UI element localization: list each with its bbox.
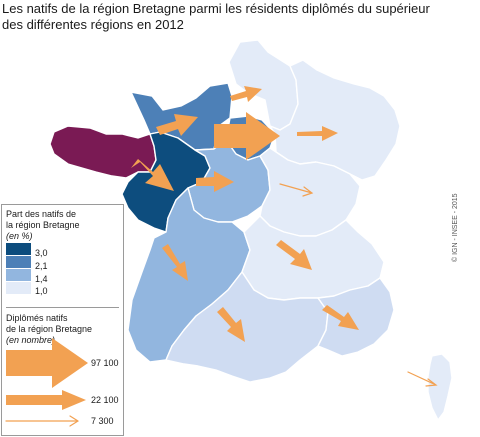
legend-break-2: 2,1 (35, 261, 48, 271)
legend-break-3: 1,4 (35, 274, 48, 284)
legend-break-4: 1,0 (35, 286, 48, 296)
legend-arrow-large (6, 338, 88, 388)
legend-flow-title: Diplômés natifs de la région Bretagne (e… (6, 313, 122, 346)
legend-flow-value-medium: 22 100 (91, 395, 119, 405)
legend-share-title-line1: Part des natifs de (6, 209, 77, 219)
flow-arrow-occitanie (217, 307, 245, 342)
legend-flow-value-small: 7 300 (91, 416, 114, 426)
legend-share-unit: (en %) (6, 231, 33, 241)
legend-swatch-class-3 (6, 269, 31, 281)
flow-arrow-centre (196, 171, 234, 192)
flow-arrow-ile-de-france (214, 112, 280, 160)
legend-divider (6, 307, 119, 308)
region-provence-alpes-cote-d-azur (317, 277, 395, 357)
flow-arrow-auvergne-rhone-alpes (276, 240, 312, 270)
map-title-line2: des différentes régions en 2012 (2, 17, 184, 32)
flow-arrow-corse (407, 371, 438, 387)
flow-arrow-paca (322, 305, 359, 330)
copyright-notice: © IGN - INSEE - 2015 (452, 193, 459, 262)
region-bretagne (49, 125, 157, 179)
legend-arrows (5, 338, 88, 427)
legend-arrow-medium (6, 390, 86, 410)
map-title: Les natifs de la région Bretagne parmi l… (2, 1, 442, 33)
legend-flow-value-large: 97 100 (91, 358, 119, 368)
legend-flow-title-line1: Diplômés natifs (6, 313, 68, 323)
flow-arrow-pays-de-la-loire (131, 159, 174, 191)
map-title-line1: Les natifs de la région Bretagne parmi l… (2, 1, 430, 16)
legend-share-title-line2: la région Bretagne (6, 220, 80, 230)
legend-flow-unit: (en nombre) (6, 335, 56, 345)
legend-arrow-small (5, 415, 80, 427)
region-grand-est (269, 59, 401, 181)
region-corse (427, 353, 453, 421)
flow-arrow-bourgogne-franche-comte (279, 183, 314, 197)
flow-arrow-hauts-de-france (230, 86, 262, 102)
legend-flow-title-line2: de la région Bretagne (6, 324, 93, 334)
legend-swatch-class-1 (6, 243, 31, 255)
legend-panel: Part des natifs de la région Bretagne (e… (1, 204, 124, 436)
legend-swatch-class-2 (6, 256, 31, 268)
flow-arrow-nouvelle-aquitaine (162, 244, 188, 281)
flow-arrow-grand-est (297, 126, 338, 141)
flow-arrow-normandie (156, 114, 198, 136)
legend-swatch-class-4 (6, 282, 31, 294)
legend-break-1: 3,0 (35, 248, 48, 258)
legend-share-title: Part des natifs de la région Bretagne (e… (6, 209, 122, 242)
